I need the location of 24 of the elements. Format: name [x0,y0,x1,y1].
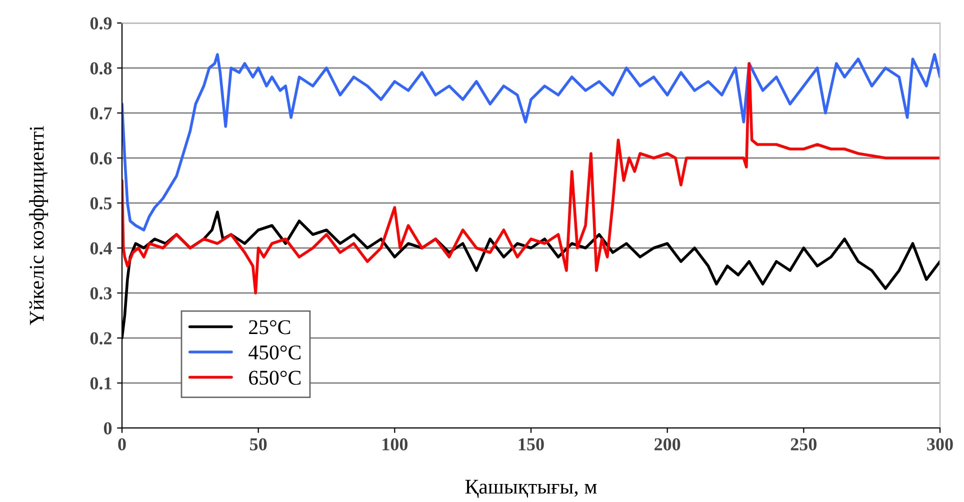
legend-label: 450°C [248,345,300,360]
y-tick-label: 0.8 [90,62,112,75]
y-axis-title: Үйкеліс коэффициенті [29,126,48,326]
y-tick-label: 0 [104,422,112,434]
y-tick-label: 0.9 [90,17,112,30]
x-axis-title: Қашықтығы, м [465,480,597,498]
legend-label: 650°C [249,370,300,385]
x-tick-label: 300 [927,438,953,450]
y-tick-label: 0.3 [90,287,112,300]
line-series [122,62,940,294]
y-tick-label: 0.1 [90,377,112,390]
y-tick-label: 0.4 [90,242,112,255]
x-tick-label: 250 [790,438,817,450]
legend-label: 25°C [249,320,290,334]
y-tick-label: 0.7 [90,107,112,120]
x-tick-label: 150 [518,438,544,450]
line-series [122,53,940,232]
y-tick-label: 0.6 [90,152,112,165]
x-tick-label: 50 [250,438,267,450]
y-tick-label: 0.2 [90,332,112,345]
x-tick-label: 100 [382,438,408,450]
x-tick-label: 200 [654,438,680,450]
x-tick-label: 0 [118,438,126,450]
y-tick-label: 0.5 [90,197,112,210]
